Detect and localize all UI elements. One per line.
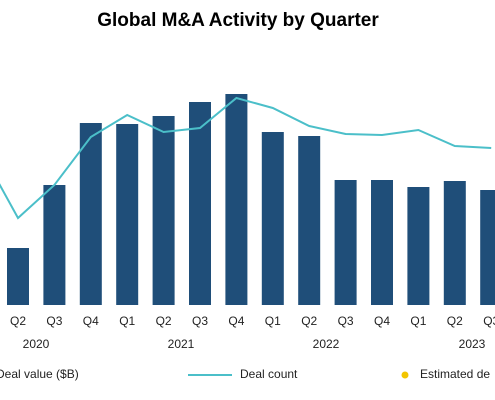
year-label: 2023 xyxy=(459,337,486,351)
x-tick-label: Q3 xyxy=(483,314,495,328)
bar xyxy=(334,180,357,305)
x-tick-label: Q3 xyxy=(338,314,354,328)
bar xyxy=(298,136,321,305)
x-tick-label: Q1 xyxy=(410,314,426,328)
line xyxy=(0,96,492,220)
bar xyxy=(152,116,175,305)
x-tick-label: Q1 xyxy=(119,314,135,328)
x-tick-label: Q4 xyxy=(83,314,99,328)
bar xyxy=(480,190,495,305)
bar xyxy=(443,181,466,305)
chart-title: Global M&A Activity by Quarter xyxy=(97,10,379,31)
x-tick-label: Q3 xyxy=(46,314,62,328)
bar xyxy=(407,187,430,305)
legend-dot xyxy=(401,371,409,379)
x-tick-label: Q2 xyxy=(301,314,317,328)
bar xyxy=(225,94,248,305)
legend-label: Deal count xyxy=(240,367,298,381)
bar xyxy=(261,132,284,305)
legend-label: Deal value ($B) xyxy=(0,367,79,381)
bar xyxy=(371,180,393,305)
year-label: 2021 xyxy=(168,337,195,351)
x-tick-label: Q3 xyxy=(192,314,208,328)
year-label: 2020 xyxy=(23,337,50,351)
x-tick-label: Q4 xyxy=(228,314,244,328)
legend-label: Estimated de xyxy=(420,367,490,381)
x-tick-label: Q2 xyxy=(156,314,172,328)
x-tick-label: Q4 xyxy=(374,314,390,328)
x-tick-label: Q1 xyxy=(265,314,281,328)
bar xyxy=(79,123,102,305)
bar xyxy=(43,185,66,305)
bar xyxy=(116,124,139,305)
x-tick-label: Q2 xyxy=(10,314,26,328)
bar xyxy=(7,248,29,305)
bar xyxy=(189,102,211,305)
x-tick-label: Q2 xyxy=(447,314,463,328)
year-label: 2022 xyxy=(313,337,340,351)
